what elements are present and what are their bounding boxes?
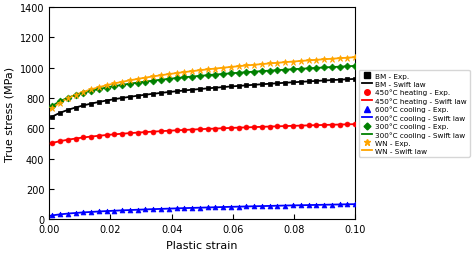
- Legend: BM - Exp., BM - Swift law, 450°C heating - Exp., 450°C heating - Swift law, 600°: BM - Exp., BM - Swift law, 450°C heating…: [359, 71, 470, 157]
- X-axis label: Plastic strain: Plastic strain: [166, 240, 238, 250]
- Y-axis label: True stress (MPa): True stress (MPa): [4, 67, 14, 161]
